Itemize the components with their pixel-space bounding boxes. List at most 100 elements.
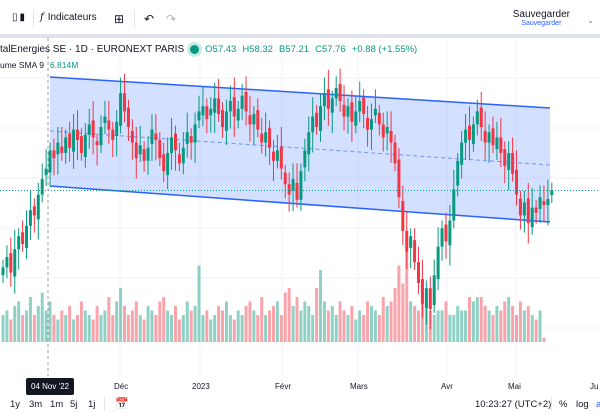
- volume-bar: [268, 310, 272, 342]
- volume-bar: [417, 310, 421, 342]
- candle-body: [346, 106, 350, 117]
- candle-body: [409, 236, 413, 248]
- candle-body: [134, 142, 138, 159]
- candle-body: [170, 137, 174, 153]
- volume-bar: [299, 310, 303, 342]
- candle-body: [162, 154, 166, 172]
- candle-body: [252, 114, 256, 125]
- candle-body: [154, 133, 158, 140]
- volume-bar: [456, 306, 460, 342]
- volume-bar: [232, 319, 236, 342]
- undo-icon[interactable]: ↶: [144, 12, 155, 26]
- indicators-button[interactable]: f Indicateurs: [40, 12, 97, 23]
- volume-bar: [503, 301, 507, 342]
- range-1j[interactable]: 1j: [88, 399, 96, 410]
- auto-toggle[interactable]: a: [596, 399, 600, 410]
- candle-body: [362, 97, 366, 114]
- volume-bar: [181, 315, 185, 342]
- volume-bar: [530, 315, 534, 342]
- volume-bar: [432, 315, 436, 342]
- volume-bar: [460, 310, 464, 342]
- candle-body: [303, 150, 307, 168]
- range-1y[interactable]: 1y: [10, 399, 21, 410]
- time-label: 2023: [192, 382, 210, 391]
- candle-body: [377, 112, 381, 125]
- candle-body: [330, 98, 334, 113]
- candle-body: [515, 169, 519, 195]
- candle-body: [456, 160, 460, 186]
- candle-body: [354, 111, 358, 126]
- candle-body: [260, 133, 264, 143]
- candle-body: [166, 153, 170, 176]
- candle-body: [213, 98, 217, 113]
- candle-body: [542, 201, 546, 205]
- candle-body: [440, 228, 444, 247]
- price-chart[interactable]: [0, 38, 600, 376]
- volume-bar: [475, 297, 479, 342]
- divider: [104, 397, 105, 411]
- percent-toggle[interactable]: %: [559, 399, 568, 410]
- candle-body: [369, 119, 373, 130]
- candle-body: [322, 93, 326, 107]
- candle-body: [72, 129, 76, 152]
- candle-body: [511, 153, 515, 174]
- volume-bar: [142, 319, 146, 342]
- candle-body: [287, 184, 291, 195]
- symbol-title[interactable]: talEnergies SE · 1D · EURONEXT PARIS: [0, 43, 185, 55]
- candle-body: [381, 124, 385, 138]
- volume-bar: [342, 310, 346, 342]
- layouts-icon[interactable]: ⊞: [114, 12, 125, 26]
- volume-bar: [213, 315, 217, 342]
- volume-bar: [189, 310, 193, 342]
- volume-bar: [115, 301, 119, 342]
- volume-bar: [48, 301, 52, 342]
- volume-bar: [350, 306, 354, 342]
- candle-body: [417, 262, 421, 283]
- volume-bar: [542, 337, 546, 342]
- candle-body: [181, 147, 185, 164]
- candle-body: [1, 267, 5, 276]
- chevron-down-icon[interactable]: ⌄: [587, 16, 594, 25]
- candle-body: [146, 147, 150, 161]
- goto-date-icon[interactable]: 📅: [115, 398, 129, 410]
- range-5j[interactable]: 5j: [70, 399, 78, 410]
- candle-body: [228, 101, 232, 112]
- range-3m[interactable]: 3m: [29, 399, 43, 410]
- clock[interactable]: 10:23:27 (UTC+2): [475, 399, 552, 410]
- volume-bar: [248, 301, 252, 342]
- redo-icon[interactable]: ↷: [166, 12, 177, 26]
- volume-bar: [401, 283, 405, 342]
- volume-bar: [119, 288, 123, 342]
- volume-bar: [221, 310, 225, 342]
- candle-body: [236, 108, 240, 121]
- candle-body: [248, 115, 252, 125]
- range-1m[interactable]: 1m: [50, 399, 64, 410]
- save-button[interactable]: Sauvegarder Sauvegarder: [513, 9, 570, 27]
- candle-body: [68, 133, 72, 148]
- candle-body: [56, 142, 60, 155]
- candles-icon[interactable]: ▯ ▮: [12, 12, 26, 23]
- top-toolbar: ▯ ▮ f Indicateurs ⊞ ↶ ↷ Sauvegarder Sauve…: [0, 0, 600, 38]
- candle-body: [256, 110, 260, 130]
- volume-bar: [315, 288, 319, 342]
- volume-bar: [471, 301, 475, 342]
- volume-bar: [9, 319, 13, 342]
- volume-bar: [409, 301, 413, 342]
- volume-bar: [252, 310, 256, 342]
- candle-body: [36, 194, 40, 220]
- log-toggle[interactable]: log: [576, 399, 589, 410]
- save-sublabel: Sauvegarder: [521, 20, 562, 27]
- fx-icon: f: [40, 12, 44, 23]
- volume-bar: [146, 306, 150, 342]
- volume-bar: [173, 306, 177, 342]
- candle-body: [99, 127, 103, 146]
- candle-body: [25, 225, 29, 248]
- save-label: Sauvegarder: [512, 9, 570, 20]
- open-value: O57.43: [205, 43, 237, 55]
- candle-body: [507, 153, 511, 170]
- candle-body: [295, 182, 299, 200]
- candle-body: [75, 129, 79, 140]
- volume-bar: [303, 301, 307, 342]
- time-axis[interactable]: 04 Nov '22 Déc 2023 Févr Mars Avr Mai Ju: [0, 376, 600, 396]
- volume-bar: [197, 265, 201, 342]
